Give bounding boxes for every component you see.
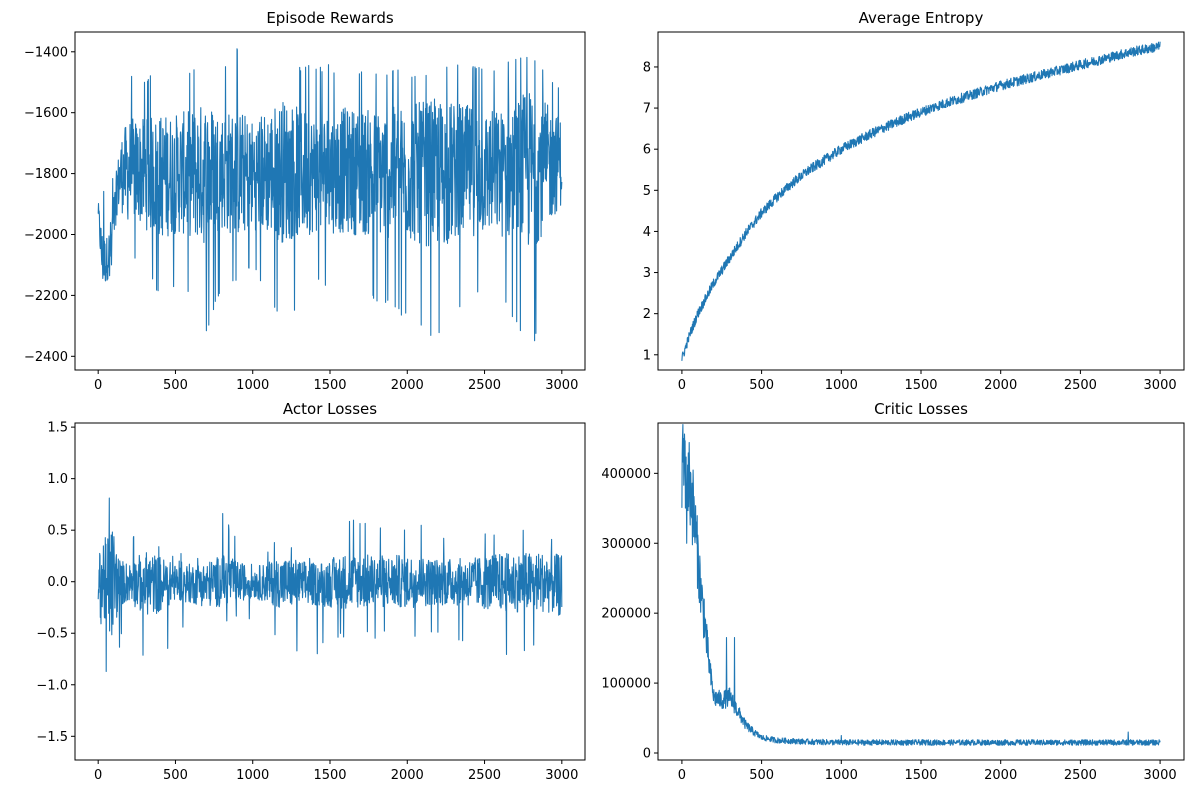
actor-losses-title: Actor Losses [283, 400, 377, 418]
actor-losses-xtick-label: 1500 [313, 768, 346, 783]
actor-losses-panel: Actor Losses 0 500 1000 1500 2000 2500 3000 −1.5… [36, 400, 586, 783]
average-entropy-xtick-label: 1500 [904, 378, 937, 393]
average-entropy-panel: Average Entropy 0 500 1000 1500 2000 2500 3000 1… [643, 9, 1185, 393]
episode-rewards-ytick-label: −1600 [24, 106, 68, 121]
actor-losses-ytick-label: 0.5 [47, 524, 68, 539]
episode-rewards-xtick-label: 0 [94, 378, 102, 393]
average-entropy-ytick-label: 1 [643, 348, 651, 363]
average-entropy-ytick-label: 5 [643, 184, 651, 199]
average-entropy-axes-frame [657, 31, 1185, 371]
critic-losses-xtick-label: 2000 [984, 768, 1017, 783]
episode-rewards-xtick-label: 2000 [391, 378, 424, 393]
average-entropy-ytick-label: 4 [643, 225, 651, 240]
average-entropy-ytick-label: 2 [643, 307, 651, 322]
episode-rewards-ytick-label: −1400 [24, 45, 68, 60]
episode-rewards-xtick-label: 2500 [468, 378, 501, 393]
average-entropy-xtick-label: 2500 [1064, 378, 1097, 393]
episode-rewards-ytick-label: −2400 [24, 350, 68, 365]
actor-losses-ytick-label: 1.5 [47, 421, 68, 436]
average-entropy-ytick-label: 3 [643, 266, 651, 281]
episode-rewards-ytick-label: −2200 [24, 289, 68, 304]
actor-losses-xtick-label: 1000 [236, 768, 269, 783]
average-entropy-xtick-label: 0 [678, 378, 686, 393]
actor-losses-xtick-label: 3000 [545, 768, 578, 783]
critic-losses-panel: Critic Losses 0 500 1000 1500 2000 2500 3000 0 10… [601, 400, 1185, 783]
actor-losses-ytick-label: −1.0 [36, 678, 68, 693]
critic-losses-ytick-label: 200000 [601, 607, 651, 622]
critic-losses-ytick-label: 300000 [601, 537, 651, 552]
average-entropy-ytick-label: 6 [643, 143, 651, 158]
average-entropy-ytick-label: 8 [643, 60, 651, 75]
episode-rewards-xtick-label: 500 [163, 378, 188, 393]
average-entropy-xtick-label: 2000 [984, 378, 1017, 393]
critic-losses-axes-frame [657, 422, 1185, 761]
critic-losses-ytick-label: 400000 [601, 467, 651, 482]
average-entropy-series-line [681, 41, 1161, 361]
critic-losses-xtick-label: 3000 [1144, 768, 1177, 783]
average-entropy-ytick-label: 7 [643, 102, 651, 117]
actor-losses-xtick-label: 500 [163, 768, 188, 783]
episode-rewards-xtick-label: 3000 [545, 378, 578, 393]
critic-losses-xtick-label: 0 [678, 768, 686, 783]
actor-losses-xtick-label: 0 [94, 768, 102, 783]
actor-losses-ytick-label: −1.5 [36, 730, 68, 745]
critic-losses-title: Critic Losses [874, 400, 968, 418]
episode-rewards-xtick-label: 1500 [313, 378, 346, 393]
actor-losses-xtick-label: 2500 [468, 768, 501, 783]
episode-rewards-title: Episode Rewards [266, 9, 394, 27]
actor-losses-ytick-label: −0.5 [36, 627, 68, 642]
critic-losses-series-line [681, 423, 1161, 746]
critic-losses-xtick-label: 2500 [1064, 768, 1097, 783]
average-entropy-xtick-label: 3000 [1144, 378, 1177, 393]
critic-losses-ytick-label: 100000 [601, 677, 651, 692]
critic-losses-ytick-label: 0 [643, 747, 651, 762]
critic-losses-xtick-label: 1500 [904, 768, 937, 783]
actor-losses-series-line [97, 497, 563, 673]
average-entropy-xtick-label: 1000 [825, 378, 858, 393]
actor-losses-xtick-label: 2000 [391, 768, 424, 783]
average-entropy-title: Average Entropy [859, 9, 984, 27]
critic-losses-xtick-label: 1000 [825, 768, 858, 783]
episode-rewards-panel: Episode Rewards 0 500 1000 1500 2000 2500 3000 −… [24, 9, 586, 393]
episode-rewards-xtick-label: 1000 [236, 378, 269, 393]
episode-rewards-ytick-label: −1800 [24, 167, 68, 182]
actor-losses-ytick-label: 0.0 [47, 575, 68, 590]
episode-rewards-series-line [97, 48, 563, 342]
episode-rewards-ytick-label: −2000 [24, 228, 68, 243]
average-entropy-xtick-label: 500 [749, 378, 774, 393]
critic-losses-xtick-label: 500 [749, 768, 774, 783]
actor-losses-ytick-label: 1.0 [47, 472, 68, 487]
